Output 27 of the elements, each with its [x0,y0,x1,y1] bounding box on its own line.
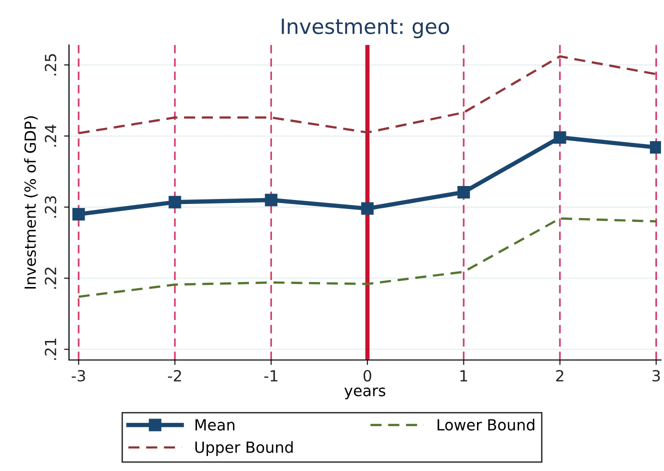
legend-label: Mean [196,419,234,431]
y-tick-label: .25 [44,54,56,76]
point [168,196,182,208]
chart-title: Investment: geo [282,18,450,38]
point [554,131,566,144]
y-tick-label: .22 [44,268,56,289]
x-axis-title: years [344,388,386,400]
line-series [78,55,658,134]
legend-label: Upper Bound [195,441,293,456]
point [457,186,470,198]
y-tick-label: .21 [44,338,56,360]
y-tick-label: .23 [44,196,56,218]
legend-label: Lower Bound [438,418,534,431]
x-tick-label: 3 [652,370,660,382]
point [264,194,278,206]
line-series [78,217,658,298]
x-tick-label: -3 [72,370,86,382]
x-tick-label: -2 [168,370,181,382]
x-tick-label: -1 [264,370,278,382]
x-tick-label: 2 [556,370,564,382]
x-tick-label: 1 [460,370,468,382]
point [650,141,661,154]
point [72,208,85,220]
y-axis-title: Investment (% of GDP) [24,116,38,289]
x-tick-label: 0 [364,370,372,382]
point [361,202,374,215]
y-tick-label: .24 [44,124,56,147]
